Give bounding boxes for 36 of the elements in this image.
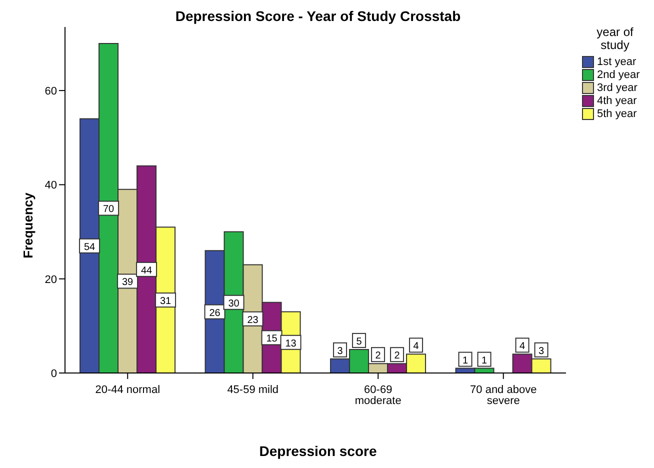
data-label: 3 — [538, 346, 544, 357]
data-label: 31 — [160, 296, 172, 308]
data-label: 1 — [462, 355, 468, 366]
legend-title: year of study — [596, 25, 634, 52]
data-label: 1 — [482, 355, 488, 366]
data-label: 30 — [228, 298, 240, 310]
data-label: 23 — [247, 314, 259, 326]
data-label: 2 — [375, 350, 382, 362]
x-tick-label: 60-69 moderate — [354, 384, 402, 407]
legend-label: 3rd year — [597, 82, 638, 94]
y-tick-label: 40 — [44, 180, 57, 192]
x-tick-label: 45-59 mild — [227, 384, 279, 396]
x-tick-label: 70 and above severe — [470, 384, 537, 407]
legend-label: 4th year — [597, 94, 637, 106]
data-label: 5 — [356, 336, 362, 348]
data-label: 39 — [122, 277, 134, 288]
legend-label: 2nd year — [597, 68, 640, 80]
data-label: 3 — [337, 346, 344, 357]
data-label: 13 — [285, 338, 297, 350]
data-label: 44 — [140, 265, 153, 276]
data-label: 15 — [266, 334, 278, 345]
data-label: 4 — [520, 341, 526, 352]
legend-label: 5th year — [597, 108, 637, 120]
data-label: 26 — [209, 308, 221, 319]
y-tick-label: 0 — [50, 368, 57, 380]
legend-label: 1st year — [597, 56, 636, 68]
data-label: 70 — [102, 204, 115, 216]
y-tick-label: 60 — [44, 85, 57, 98]
x-axis-title: Depression score — [258, 443, 378, 459]
y-tick-label: 20 — [44, 274, 57, 286]
data-label: 2 — [394, 350, 400, 362]
x-tick-label: 20-44 normal — [95, 384, 160, 396]
y-axis-title: Frequency — [20, 192, 36, 260]
chart-title: Depression Score - Year of Study Crosstab — [174, 8, 462, 24]
data-label: 54 — [84, 242, 96, 253]
data-label: 4 — [413, 341, 420, 352]
